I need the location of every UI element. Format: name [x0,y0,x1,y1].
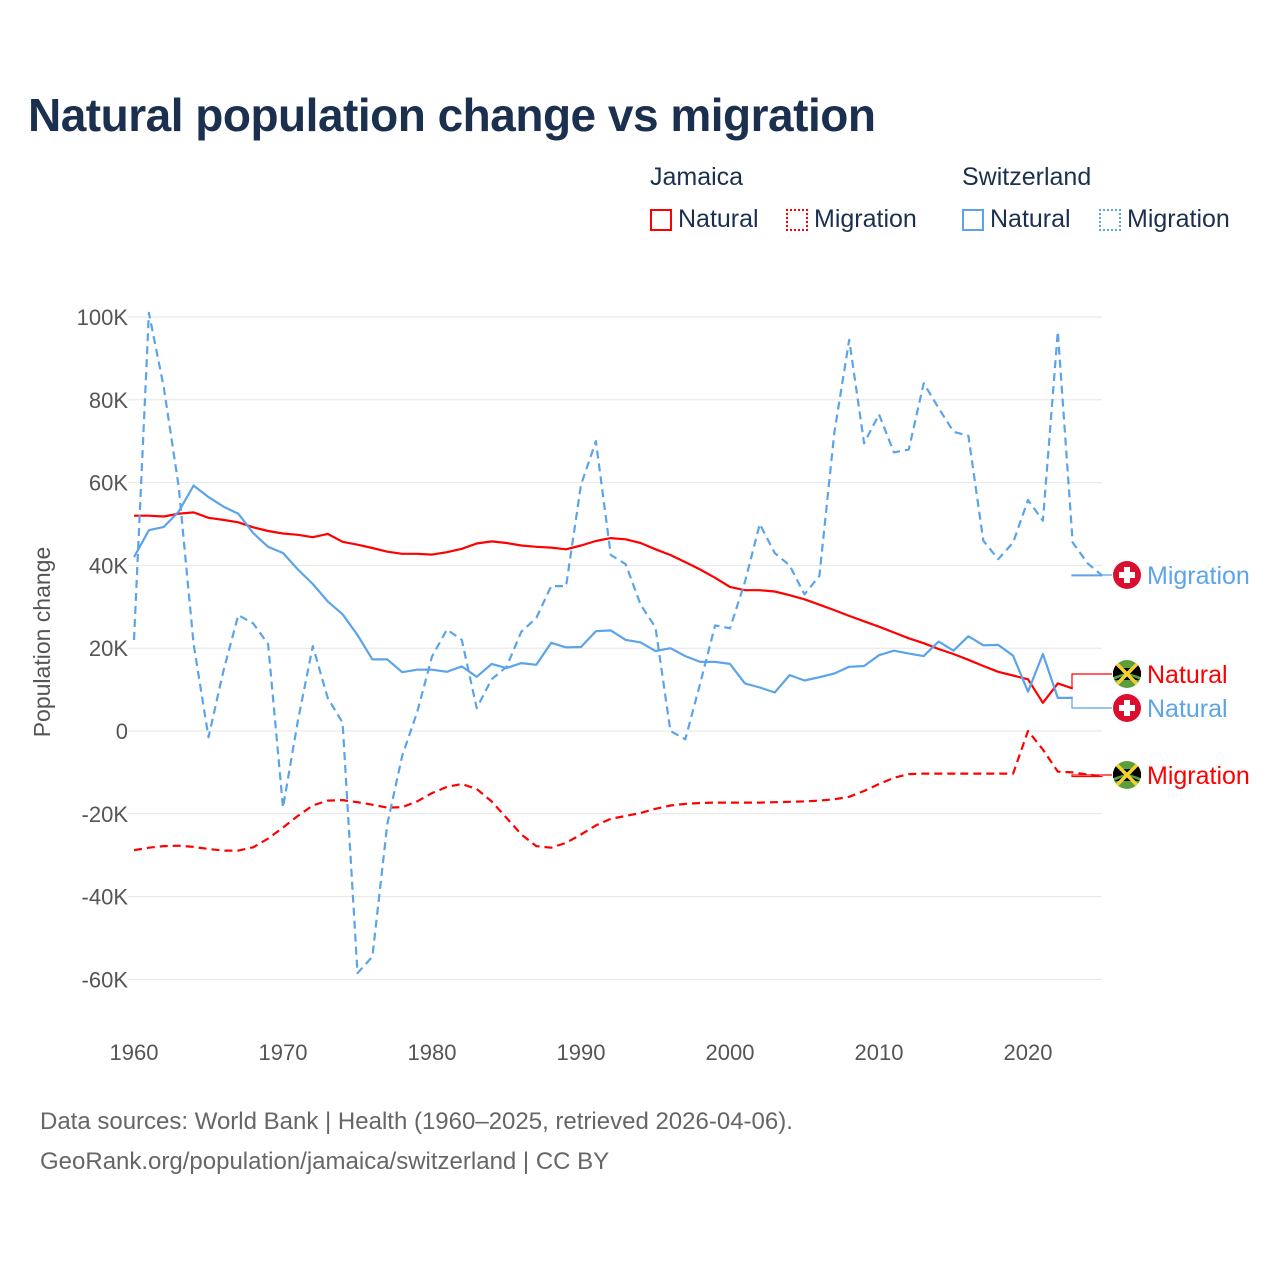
legend-switzerland-migration[interactable]: Migration [1099,205,1230,234]
chart-title: Natural population change vs migration [28,89,876,141]
legend-label: Migration [1127,205,1230,233]
legend-jamaica-natural[interactable]: Natural [650,205,759,234]
y-tick-label: -20K [82,802,129,827]
legend-switzerland-natural[interactable]: Natural [962,205,1071,234]
end-label: Natural [1147,661,1228,689]
x-tick-label: 2020 [1004,1040,1053,1065]
y-tick-label: 100K [77,305,129,330]
y-tick-label: 20K [89,636,128,661]
y-tick-label: -40K [82,885,129,910]
legend-group-switzerland: Switzerland [962,163,1092,191]
legend-swatch-solid [650,208,672,231]
footer-link[interactable]: GeoRank.org/population/jamaica/switzerla… [40,1148,610,1175]
end-label-connector [1071,697,1112,709]
footer-sources: Data sources: World Bank | Health (1960–… [40,1108,793,1135]
series-switzerland-natural[interactable] [133,484,1073,699]
switzerland-flag-icon [1113,561,1141,589]
jamaica-flag-icon [1112,660,1142,688]
end-label: Migration [1147,562,1250,590]
x-tick-label: 1970 [259,1040,308,1065]
x-tick-label: 2000 [706,1040,755,1065]
x-tick-label: 1990 [557,1040,606,1065]
legend-label: Natural [678,205,759,233]
legend-jamaica-migration[interactable]: Migration [786,205,917,234]
series-jamaica-migration[interactable] [133,729,1103,852]
line-chart: 100K 80K 60K 40K 20K 0 -20K -40K -60K 1960 1970 198… [29,305,1250,1065]
end-label-connector [1071,574,1112,577]
y-tick-label: 60K [89,471,128,496]
legend-group-jamaica: Jamaica [650,163,744,191]
end-label: Natural [1147,695,1228,723]
y-tick-label: 0 [116,719,128,744]
legend-swatch-dotted [1099,208,1121,231]
x-tick-label: 1960 [110,1040,159,1065]
series-jamaica-natural[interactable] [134,511,1074,704]
end-label-connector [1071,774,1112,778]
series-switzerland-migration[interactable] [132,311,1104,975]
legend-label: Natural [990,205,1071,233]
x-tick-label: 2010 [855,1040,904,1065]
end-label: Migration [1147,762,1250,790]
legend-label: Migration [814,205,917,233]
x-tick-label: 1980 [408,1040,457,1065]
legend-swatch-solid [962,208,984,231]
jamaica-flag-icon [1112,761,1142,789]
y-tick-label: -60K [82,967,129,992]
switzerland-flag-icon [1113,694,1141,722]
y-axis-label: Population change [29,547,55,738]
end-label-connector [1071,673,1112,689]
y-tick-label: 80K [89,388,128,413]
y-tick-label: 40K [89,553,128,578]
legend-swatch-dotted [786,208,808,231]
